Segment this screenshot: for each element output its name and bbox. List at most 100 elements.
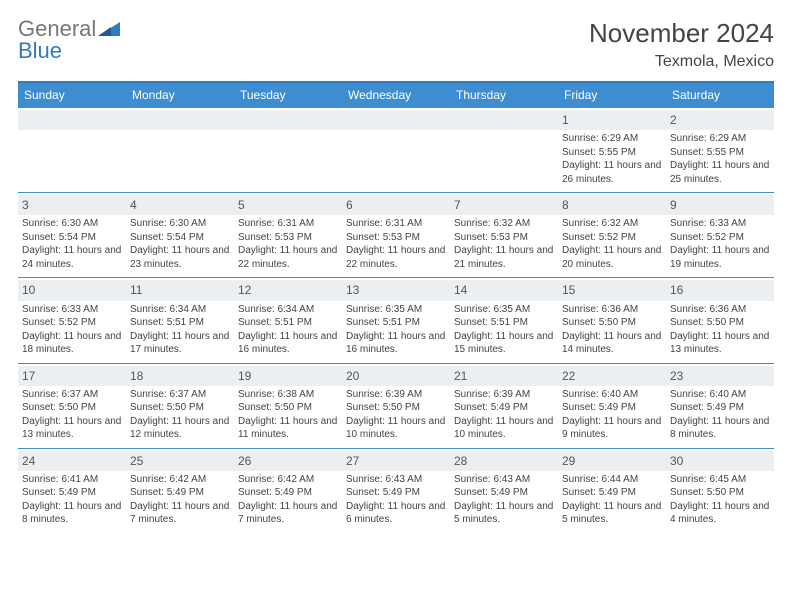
logo-triangle-icon bbox=[98, 18, 120, 32]
sunrise-text: Sunrise: 6:34 AM bbox=[238, 303, 338, 317]
sunset-text: Sunset: 5:49 PM bbox=[670, 401, 770, 415]
day-number: 23 bbox=[666, 366, 774, 386]
sunset-text: Sunset: 5:55 PM bbox=[562, 146, 662, 160]
calendar-day-cell: 8Sunrise: 6:32 AMSunset: 5:52 PMDaylight… bbox=[558, 193, 666, 277]
day-number: 1 bbox=[558, 110, 666, 130]
sunset-text: Sunset: 5:50 PM bbox=[22, 401, 122, 415]
sunrise-text: Sunrise: 6:29 AM bbox=[670, 132, 770, 146]
sunrise-text: Sunrise: 6:33 AM bbox=[22, 303, 122, 317]
sunrise-text: Sunrise: 6:30 AM bbox=[22, 217, 122, 231]
sunset-text: Sunset: 5:50 PM bbox=[346, 401, 446, 415]
calendar-day-cell: 26Sunrise: 6:42 AMSunset: 5:49 PMDayligh… bbox=[234, 449, 342, 533]
sunrise-text: Sunrise: 6:44 AM bbox=[562, 473, 662, 487]
sunrise-text: Sunrise: 6:35 AM bbox=[346, 303, 446, 317]
day-number: 3 bbox=[18, 195, 126, 215]
header: GeneralBlue November 2024 Texmola, Mexic… bbox=[18, 18, 774, 71]
day-number: 6 bbox=[342, 195, 450, 215]
daylight-text: Daylight: 11 hours and 15 minutes. bbox=[454, 330, 554, 357]
daylight-text: Daylight: 11 hours and 26 minutes. bbox=[562, 159, 662, 186]
calendar-day-cell: 13Sunrise: 6:35 AMSunset: 5:51 PMDayligh… bbox=[342, 278, 450, 362]
calendar-day-cell: 24Sunrise: 6:41 AMSunset: 5:49 PMDayligh… bbox=[18, 449, 126, 533]
daylight-text: Daylight: 11 hours and 11 minutes. bbox=[238, 415, 338, 442]
daylight-text: Daylight: 11 hours and 21 minutes. bbox=[454, 244, 554, 271]
sunset-text: Sunset: 5:51 PM bbox=[130, 316, 230, 330]
day-number: 5 bbox=[234, 195, 342, 215]
daylight-text: Daylight: 11 hours and 10 minutes. bbox=[346, 415, 446, 442]
daylight-text: Daylight: 11 hours and 24 minutes. bbox=[22, 244, 122, 271]
daylight-text: Daylight: 11 hours and 5 minutes. bbox=[562, 500, 662, 527]
sunrise-text: Sunrise: 6:32 AM bbox=[454, 217, 554, 231]
sunset-text: Sunset: 5:50 PM bbox=[562, 316, 662, 330]
daylight-text: Daylight: 11 hours and 16 minutes. bbox=[346, 330, 446, 357]
day-number: 30 bbox=[666, 451, 774, 471]
calendar-day-cell: 30Sunrise: 6:45 AMSunset: 5:50 PMDayligh… bbox=[666, 449, 774, 533]
calendar-day-cell: 27Sunrise: 6:43 AMSunset: 5:49 PMDayligh… bbox=[342, 449, 450, 533]
calendar-day-cell: 16Sunrise: 6:36 AMSunset: 5:50 PMDayligh… bbox=[666, 278, 774, 362]
day-number: 8 bbox=[558, 195, 666, 215]
calendar-week-row: 10Sunrise: 6:33 AMSunset: 5:52 PMDayligh… bbox=[18, 277, 774, 362]
calendar-day-cell: 7Sunrise: 6:32 AMSunset: 5:53 PMDaylight… bbox=[450, 193, 558, 277]
sunset-text: Sunset: 5:50 PM bbox=[238, 401, 338, 415]
sunrise-text: Sunrise: 6:30 AM bbox=[130, 217, 230, 231]
calendar-week-row: 1Sunrise: 6:29 AMSunset: 5:55 PMDaylight… bbox=[18, 107, 774, 192]
calendar-day-cell: 21Sunrise: 6:39 AMSunset: 5:49 PMDayligh… bbox=[450, 364, 558, 448]
calendar-week-row: 17Sunrise: 6:37 AMSunset: 5:50 PMDayligh… bbox=[18, 363, 774, 448]
daylight-text: Daylight: 11 hours and 16 minutes. bbox=[238, 330, 338, 357]
daylight-text: Daylight: 11 hours and 19 minutes. bbox=[670, 244, 770, 271]
calendar-day-cell: 6Sunrise: 6:31 AMSunset: 5:53 PMDaylight… bbox=[342, 193, 450, 277]
calendar-day-cell: 5Sunrise: 6:31 AMSunset: 5:53 PMDaylight… bbox=[234, 193, 342, 277]
calendar-day-cell: 17Sunrise: 6:37 AMSunset: 5:50 PMDayligh… bbox=[18, 364, 126, 448]
day-number bbox=[450, 110, 558, 130]
daylight-text: Daylight: 11 hours and 18 minutes. bbox=[22, 330, 122, 357]
sunrise-text: Sunrise: 6:35 AM bbox=[454, 303, 554, 317]
calendar-day-cell: 2Sunrise: 6:29 AMSunset: 5:55 PMDaylight… bbox=[666, 108, 774, 192]
day-number: 19 bbox=[234, 366, 342, 386]
sunset-text: Sunset: 5:53 PM bbox=[346, 231, 446, 245]
sunset-text: Sunset: 5:49 PM bbox=[130, 486, 230, 500]
day-number bbox=[342, 110, 450, 130]
calendar: SundayMondayTuesdayWednesdayThursdayFrid… bbox=[18, 81, 774, 533]
sunset-text: Sunset: 5:49 PM bbox=[454, 486, 554, 500]
calendar-empty-cell bbox=[126, 108, 234, 192]
day-number: 13 bbox=[342, 280, 450, 300]
calendar-week-row: 3Sunrise: 6:30 AMSunset: 5:54 PMDaylight… bbox=[18, 192, 774, 277]
sunset-text: Sunset: 5:52 PM bbox=[562, 231, 662, 245]
sunset-text: Sunset: 5:49 PM bbox=[238, 486, 338, 500]
calendar-day-cell: 22Sunrise: 6:40 AMSunset: 5:49 PMDayligh… bbox=[558, 364, 666, 448]
location: Texmola, Mexico bbox=[589, 53, 774, 71]
weekday-header-row: SundayMondayTuesdayWednesdayThursdayFrid… bbox=[18, 83, 774, 107]
calendar-day-cell: 3Sunrise: 6:30 AMSunset: 5:54 PMDaylight… bbox=[18, 193, 126, 277]
day-number: 9 bbox=[666, 195, 774, 215]
daylight-text: Daylight: 11 hours and 17 minutes. bbox=[130, 330, 230, 357]
daylight-text: Daylight: 11 hours and 10 minutes. bbox=[454, 415, 554, 442]
calendar-day-cell: 15Sunrise: 6:36 AMSunset: 5:50 PMDayligh… bbox=[558, 278, 666, 362]
day-number: 17 bbox=[18, 366, 126, 386]
day-number: 18 bbox=[126, 366, 234, 386]
day-number: 15 bbox=[558, 280, 666, 300]
sunrise-text: Sunrise: 6:33 AM bbox=[670, 217, 770, 231]
daylight-text: Daylight: 11 hours and 13 minutes. bbox=[670, 330, 770, 357]
sunrise-text: Sunrise: 6:45 AM bbox=[670, 473, 770, 487]
day-number: 29 bbox=[558, 451, 666, 471]
day-number: 2 bbox=[666, 110, 774, 130]
day-number: 4 bbox=[126, 195, 234, 215]
sunset-text: Sunset: 5:51 PM bbox=[454, 316, 554, 330]
sunset-text: Sunset: 5:54 PM bbox=[130, 231, 230, 245]
sunset-text: Sunset: 5:50 PM bbox=[670, 486, 770, 500]
daylight-text: Daylight: 11 hours and 22 minutes. bbox=[346, 244, 446, 271]
sunset-text: Sunset: 5:52 PM bbox=[22, 316, 122, 330]
sunset-text: Sunset: 5:49 PM bbox=[22, 486, 122, 500]
sunrise-text: Sunrise: 6:39 AM bbox=[346, 388, 446, 402]
sunrise-text: Sunrise: 6:38 AM bbox=[238, 388, 338, 402]
sunrise-text: Sunrise: 6:43 AM bbox=[454, 473, 554, 487]
day-number bbox=[126, 110, 234, 130]
calendar-day-cell: 18Sunrise: 6:37 AMSunset: 5:50 PMDayligh… bbox=[126, 364, 234, 448]
sunset-text: Sunset: 5:55 PM bbox=[670, 146, 770, 160]
logo: GeneralBlue bbox=[18, 18, 120, 62]
daylight-text: Daylight: 11 hours and 13 minutes. bbox=[22, 415, 122, 442]
logo-text-blue: Blue bbox=[18, 38, 62, 63]
daylight-text: Daylight: 11 hours and 14 minutes. bbox=[562, 330, 662, 357]
daylight-text: Daylight: 11 hours and 7 minutes. bbox=[238, 500, 338, 527]
sunrise-text: Sunrise: 6:42 AM bbox=[130, 473, 230, 487]
sunset-text: Sunset: 5:53 PM bbox=[238, 231, 338, 245]
